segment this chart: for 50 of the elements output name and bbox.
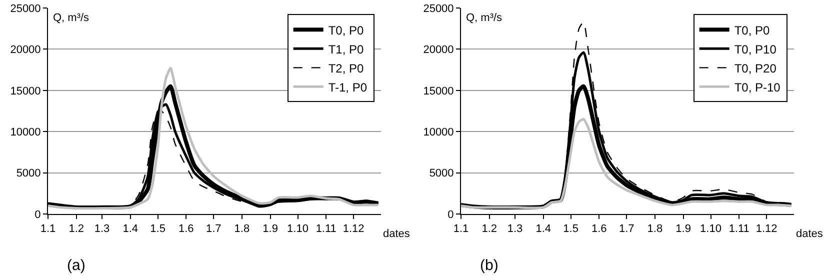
- x-tick-label: 1.4: [122, 223, 138, 236]
- legend-label: T0, P-10: [734, 80, 781, 94]
- text: (b): [480, 257, 498, 274]
- legend-label: T0, P10: [734, 42, 777, 56]
- x-tick-label: 1.1: [40, 223, 56, 236]
- x-tick-label: 1.2: [482, 223, 498, 236]
- x-tick-label: 1.3: [94, 223, 110, 236]
- y-tick-label: 5000: [429, 168, 454, 180]
- legend-label: T-1, P0: [328, 80, 368, 94]
- x-tick-label: 1.11: [316, 223, 336, 236]
- x-tick-label: 1.3: [507, 223, 523, 236]
- x-tick-label: 1.2: [68, 223, 84, 236]
- y-tick-label: 15000: [423, 85, 454, 98]
- y-tick-label: 10000: [10, 126, 41, 138]
- x-tick-label: 1.5: [150, 223, 166, 236]
- text: (a): [67, 257, 86, 274]
- legend-label: T2, P0: [328, 61, 364, 76]
- y-axis-title: Q, m³/s: [53, 12, 90, 24]
- x-tick-label: 1.5: [563, 223, 578, 236]
- x-axis-title: dates: [796, 228, 824, 240]
- y-tick-label: 25000: [10, 2, 41, 15]
- legend-label: T0, P0: [734, 23, 770, 38]
- x-tick-label: 1.10: [700, 223, 722, 236]
- x-tick-label: 1.4: [536, 223, 551, 236]
- legend-label: T0, P20: [734, 61, 777, 76]
- x-tick-label: 1.12: [342, 223, 364, 236]
- y-tick-label: 5000: [16, 168, 41, 180]
- x-tick-label: 1.7: [206, 223, 222, 236]
- x-tick-label: 1.8: [234, 223, 250, 236]
- legend-label: T1, P0: [328, 42, 364, 56]
- y-tick-label: 0: [448, 208, 454, 221]
- y-tick-label: 15000: [10, 85, 41, 98]
- legend-label: T0, P0: [328, 23, 364, 38]
- y-axis-title: Q, m³/s: [466, 12, 503, 24]
- y-tick-label: 20000: [10, 44, 41, 56]
- y-tick-label: 20000: [423, 44, 454, 56]
- x-tick-label: 1.9: [262, 223, 278, 236]
- y-tick-label: 0: [34, 208, 41, 221]
- x-tick-label: 1.12: [756, 223, 778, 236]
- x-axis-title: dates: [383, 228, 410, 240]
- x-tick-label: 1.10: [287, 223, 308, 236]
- x-tick-label: 1.11: [728, 223, 750, 236]
- x-tick-label: 1.8: [647, 223, 663, 236]
- x-tick-label: 1.7: [618, 223, 634, 236]
- x-tick-label: 1.1: [453, 223, 469, 236]
- x-tick-label: 1.6: [591, 223, 607, 236]
- y-tick-label: 10000: [423, 126, 454, 138]
- y-tick-label: 25000: [423, 2, 454, 15]
- x-tick-label: 1.9: [676, 223, 691, 236]
- x-tick-label: 1.6: [178, 223, 194, 236]
